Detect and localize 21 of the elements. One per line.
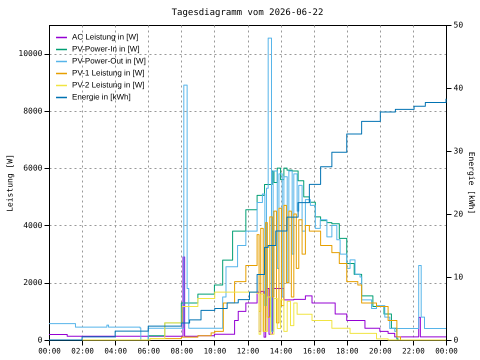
chart-title: Tagesdiagramm vom 2026-06-22 <box>172 8 324 18</box>
y-tick-label: 0 <box>38 336 43 344</box>
y2-tick-label: 40 <box>454 84 464 92</box>
y2-tick-label: 20 <box>454 210 464 218</box>
y-axis-title: Leistung [W] <box>5 154 14 212</box>
legend-label: Energie in [kWh] <box>72 92 131 102</box>
y-tick-label: 6000 <box>23 164 43 173</box>
y-tick-label: 2000 <box>23 278 43 288</box>
y2-axis-title: Energie [kWh] <box>467 152 476 214</box>
legend-label: PV-Power-In in [W] <box>72 44 140 54</box>
legend-label: AC Leistung in [W] <box>72 32 138 42</box>
legend-label: PV-Power-Out in [W] <box>72 56 146 66</box>
legend-label: PV-1 Leistung in [W] <box>72 68 144 78</box>
y-tick-label: 10000 <box>18 49 43 58</box>
y2-tick-label: 50 <box>454 20 464 30</box>
y-tick-label: 8000 <box>23 106 43 116</box>
legend-label: PV-2 Leistung in [W] <box>72 80 144 90</box>
y2-tick-label: 10 <box>454 272 464 282</box>
y2-tick-label: 30 <box>454 146 464 156</box>
y-tick-label: 4000 <box>23 220 43 230</box>
y2-tick-label: 0 <box>454 336 458 344</box>
